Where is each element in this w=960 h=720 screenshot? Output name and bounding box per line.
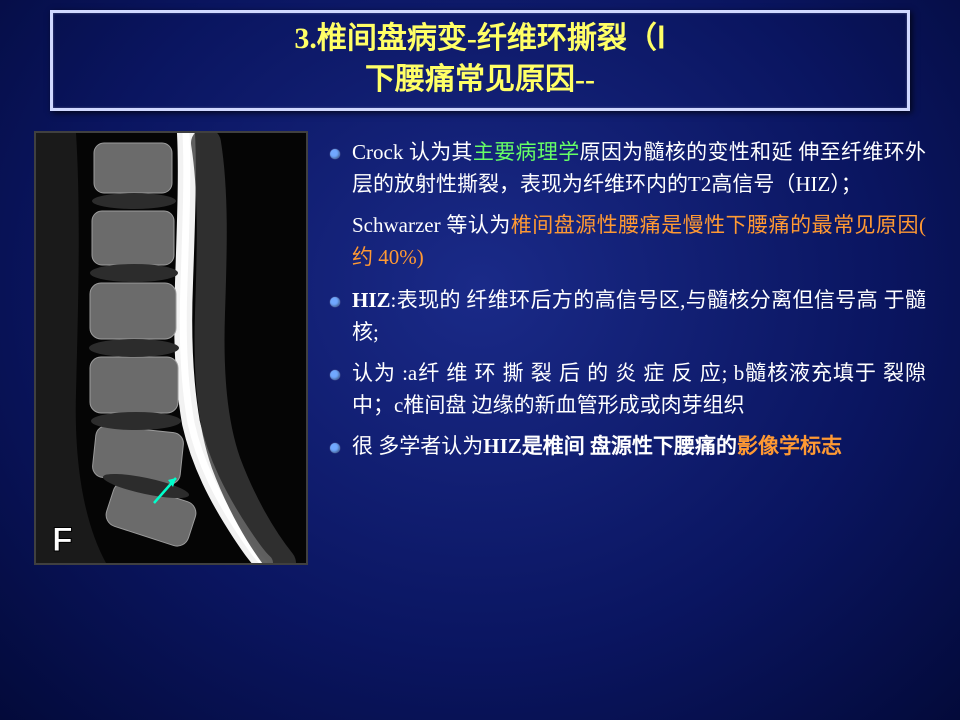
b1-pre: Crock 认为其 (352, 140, 473, 164)
title-text: 3.椎间盘病变-纤维环撕裂（Ⅰ 下腰痛常见原因-- (63, 19, 897, 100)
title-box: 3.椎间盘病变-纤维环撕裂（Ⅰ 下腰痛常见原因-- (50, 10, 910, 111)
title-line1: 3.椎间盘病变-纤维环撕裂（Ⅰ (294, 22, 665, 55)
content-row: F Crock 认为其主要病理学原因为髓核的变性和延 伸至纤维环外层的放射性撕裂… (30, 131, 930, 565)
mri-svg: F (36, 133, 306, 563)
bullet-1: Crock 认为其主要病理学原因为髓核的变性和延 伸至纤维环外层的放射性撕裂，表… (326, 137, 926, 200)
bullet-2: HIZ:表现的 纤维环后方的高信号区,与髓核分离但信号高 于髓核; (326, 285, 926, 348)
b2-label: HIZ (352, 288, 391, 312)
b1s-pre: Schwarzer 等认为 (352, 213, 511, 237)
bullet-1-sub: Schwarzer 等认为椎间盘源性腰痛是慢性下腰痛的最常见原因( 约 40%) (326, 210, 926, 273)
b1-green: 主要病理学 (473, 140, 580, 164)
b2-rest: :表现的 纤维环后方的高信号区,与髓核分离但信号高 于髓核; (352, 288, 926, 344)
b4-mid: 是椎间 盘源性下腰痛的 (522, 434, 737, 458)
mri-corner-label: F (52, 521, 73, 559)
b3-text: 认为 :a纤 维 环 撕 裂 后 的 炎 症 反 应; b髓核液充填于 裂隙中；… (352, 361, 926, 417)
text-column: Crock 认为其主要病理学原因为髓核的变性和延 伸至纤维环外层的放射性撕裂，表… (326, 131, 926, 473)
bullet-3: 认为 :a纤 维 环 撕 裂 后 的 炎 症 反 应; b髓核液充填于 裂隙中；… (326, 358, 926, 421)
slide-root: 3.椎间盘病变-纤维环撕裂（Ⅰ 下腰痛常见原因-- (0, 0, 960, 720)
bullet-4: 很 多学者认为HIZ是椎间 盘源性下腰痛的影像学标志 (326, 431, 926, 463)
mri-image: F (34, 131, 308, 565)
b4-hiz: HIZ (483, 434, 522, 458)
b4-pre: 很 多学者认为 (352, 434, 483, 458)
title-line2: 下腰痛常见原因-- (365, 63, 595, 96)
b4-orange: 影像学标志 (737, 434, 842, 458)
